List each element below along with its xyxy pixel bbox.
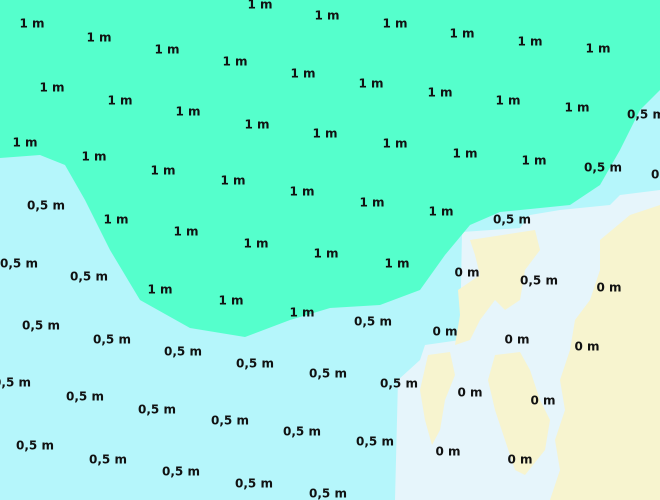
wave-height-label: 1 m (585, 42, 610, 56)
wave-height-label: 0,5 m (584, 161, 622, 175)
wave-height-label: 1 m (81, 150, 106, 164)
wave-height-label: 1 m (452, 147, 477, 161)
wave-height-label: 0,5 m (236, 357, 274, 371)
wave-height-label: 0,5 m (309, 367, 347, 381)
wave-height-label: 0,5 m (211, 414, 249, 428)
wave-height-label: 1 m (154, 43, 179, 57)
wave-height-label: 0 m (574, 340, 599, 354)
mainland (550, 205, 660, 500)
wave-height-label: 0,5 m (89, 453, 127, 467)
wave-height-label: 0,5 m (0, 257, 38, 271)
wave-height-label: 0,5 m (162, 465, 200, 479)
wave-height-label: 1 m (247, 0, 272, 12)
wave-height-label: 0 m (596, 281, 621, 295)
wave-height-label: 0 m (435, 445, 460, 459)
wave-height-label: 1 m (358, 77, 383, 91)
wave-height-label: 1 m (312, 127, 337, 141)
wave-height-label: 1 m (103, 213, 128, 227)
wave-height-label: 0,5 m (164, 345, 202, 359)
wave-height-label: 1 m (564, 101, 589, 115)
wave-height-label: 1 m (495, 94, 520, 108)
wave-height-label: 1 m (243, 237, 268, 251)
wave-height-label: 0,5 m (651, 168, 660, 182)
wave-height-label: 1 m (449, 27, 474, 41)
wave-height-label: 1 m (218, 294, 243, 308)
wave-height-label: 1 m (290, 67, 315, 81)
island (488, 352, 550, 475)
island (420, 352, 455, 445)
wave-height-label: 1 m (428, 205, 453, 219)
wave-height-label: 0,5 m (0, 376, 31, 390)
wave-height-label: 0,5 m (356, 435, 394, 449)
wave-height-label: 1 m (86, 31, 111, 45)
wave-height-label: 1 m (384, 257, 409, 271)
wave-height-label: 1 m (19, 17, 44, 31)
wave-height-label: 1 m (222, 55, 247, 69)
wave-height-label: 0 m (530, 394, 555, 408)
wave-height-label: 0,5 m (22, 319, 60, 333)
wave-height-label: 1 m (173, 225, 198, 239)
wave-height-label: 1 m (220, 174, 245, 188)
wave-height-label: 0,5 m (627, 108, 660, 122)
wave-height-label: 0,5 m (16, 439, 54, 453)
wave-height-label: 1 m (150, 164, 175, 178)
wave-height-label: 1 m (39, 81, 64, 95)
wave-height-label: 1 m (517, 35, 542, 49)
wave-height-label: 1 m (147, 283, 172, 297)
wave-height-label: 0,5 m (380, 377, 418, 391)
wave-height-label: 1 m (359, 196, 384, 210)
wave-height-label: 0,5 m (309, 487, 347, 500)
wave-height-label: 0,5 m (138, 403, 176, 417)
wave-height-label: 0 m (454, 266, 479, 280)
wave-height-label: 0 m (457, 386, 482, 400)
wave-height-label: 1 m (175, 105, 200, 119)
wave-height-label: 0 m (432, 325, 457, 339)
wave-height-label: 1 m (289, 306, 314, 320)
wave-height-label: 0,5 m (283, 425, 321, 439)
wave-height-label: 0,5 m (493, 213, 531, 227)
wave-height-label: 1 m (244, 118, 269, 132)
wave-height-label: 1 m (521, 154, 546, 168)
wave-height-label: 0 m (507, 453, 532, 467)
wave-height-label: 1 m (382, 137, 407, 151)
island (455, 230, 540, 345)
wave-height-label: 0,5 m (27, 199, 65, 213)
wave-height-label: 0,5 m (93, 333, 131, 347)
wave-height-label: 1 m (382, 17, 407, 31)
wave-height-label: 0,5 m (70, 270, 108, 284)
wave-height-label: 1 m (107, 94, 132, 108)
wave-height-label: 0,5 m (235, 477, 273, 491)
wave-height-label: 0,5 m (66, 390, 104, 404)
wave-height-label: 0,5 m (354, 315, 392, 329)
wave-height-label: 1 m (12, 136, 37, 150)
wave-height-label: 1 m (427, 86, 452, 100)
wave-height-label: 0,5 m (520, 274, 558, 288)
wave-height-label: 1 m (289, 185, 314, 199)
high-wave-zone (0, 0, 660, 337)
wave-height-label: 0 m (504, 333, 529, 347)
wave-height-label: 1 m (314, 9, 339, 23)
wave-height-label: 1 m (313, 247, 338, 261)
